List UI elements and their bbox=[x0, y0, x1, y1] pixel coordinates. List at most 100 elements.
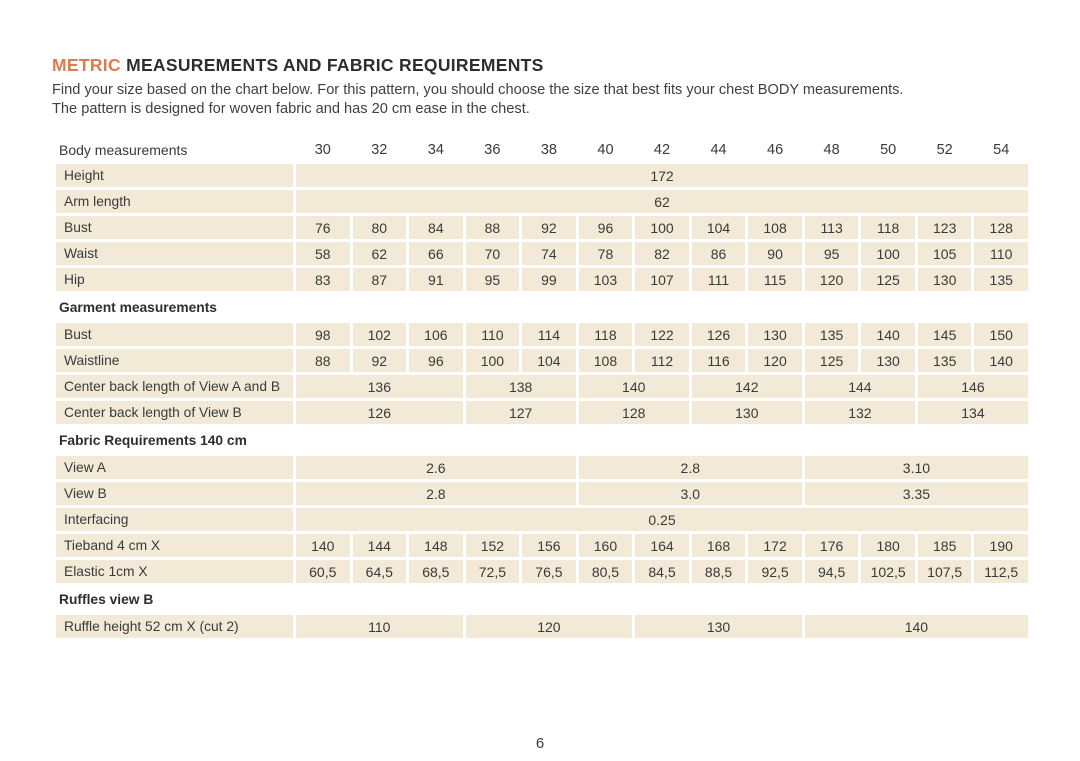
value-cell-ruffle-height-52-cm-x-cut-2: 130 bbox=[635, 615, 802, 638]
value-cell-waist: 95 bbox=[804, 242, 859, 265]
value-cell-bust: 102 bbox=[352, 323, 407, 346]
row-label-view-a: View A bbox=[56, 456, 293, 479]
value-cell-bust: 118 bbox=[861, 216, 915, 239]
value-cell-tieband-4-cm-x: 144 bbox=[352, 534, 407, 557]
intro-line-2: The pattern is designed for woven fabric… bbox=[52, 101, 530, 117]
value-cell-waistline: 130 bbox=[861, 349, 915, 372]
size-column-header-46: 46 bbox=[767, 142, 784, 158]
value-cell-bust: 106 bbox=[409, 323, 463, 346]
value-cell-bust: 88 bbox=[465, 216, 520, 239]
row-label-bust: Bust bbox=[56, 216, 293, 239]
size-column-header-36: 36 bbox=[484, 142, 501, 158]
column-header-body-measurements: Body measurements bbox=[59, 142, 188, 158]
value-cell-tieband-4-cm-x: 156 bbox=[522, 534, 576, 557]
value-cell-bust: 104 bbox=[691, 216, 746, 239]
row-label-waistline: Waistline bbox=[56, 349, 293, 372]
page-title: METRIC MEASUREMENTS AND FABRIC REQUIREME… bbox=[52, 55, 1028, 76]
value-cell-waist: 86 bbox=[691, 242, 746, 265]
value-cell-elastic-1cm-x: 92,5 bbox=[748, 560, 802, 583]
value-cell-waist: 105 bbox=[917, 242, 972, 265]
value-cell-waist: 62 bbox=[352, 242, 407, 265]
intro-line-1: Find your size based on the chart below.… bbox=[52, 82, 904, 98]
value-cell-waistline: 125 bbox=[804, 349, 859, 372]
row-label-elastic-1cm-x: Elastic 1cm X bbox=[56, 560, 293, 583]
title-rest: MEASUREMENTS AND FABRIC REQUIREMENTS bbox=[126, 55, 544, 75]
row-label-height: Height bbox=[56, 164, 293, 187]
value-cell-ruffle-height-52-cm-x-cut-2: 140 bbox=[804, 615, 1028, 638]
size-column-header-52: 52 bbox=[936, 142, 953, 158]
value-cell-bust: 76 bbox=[296, 216, 350, 239]
value-cell-elastic-1cm-x: 88,5 bbox=[691, 560, 746, 583]
value-cell-waistline: 135 bbox=[917, 349, 972, 372]
size-column-header-50: 50 bbox=[880, 142, 897, 158]
value-cell-elastic-1cm-x: 80,5 bbox=[578, 560, 633, 583]
value-cell-bust: 84 bbox=[409, 216, 463, 239]
value-cell-center-back-length-of-view-b: 130 bbox=[691, 401, 802, 424]
value-cell-bust: 100 bbox=[635, 216, 689, 239]
value-cell-hip: 125 bbox=[861, 268, 915, 291]
value-cell-waist: 78 bbox=[578, 242, 633, 265]
value-cell-elastic-1cm-x: 76,5 bbox=[522, 560, 576, 583]
value-cell-ruffle-height-52-cm-x-cut-2: 110 bbox=[296, 615, 463, 638]
value-cell-hip: 115 bbox=[748, 268, 802, 291]
value-cell-waistline: 88 bbox=[296, 349, 350, 372]
section-header-garment-measurements: Garment measurements bbox=[59, 299, 217, 315]
value-cell-waist: 70 bbox=[465, 242, 520, 265]
size-column-header-32: 32 bbox=[371, 142, 388, 158]
value-cell-tieband-4-cm-x: 152 bbox=[465, 534, 520, 557]
value-cell-waist: 58 bbox=[296, 242, 350, 265]
value-cell-tieband-4-cm-x: 180 bbox=[861, 534, 915, 557]
title-highlight: METRIC bbox=[52, 55, 121, 75]
value-cell-tieband-4-cm-x: 185 bbox=[917, 534, 972, 557]
value-cell-view-b: 2.8 bbox=[296, 482, 576, 505]
value-cell-bust: 92 bbox=[522, 216, 576, 239]
value-cell-center-back-length-of-view-a-and-b: 136 bbox=[296, 375, 463, 398]
row-label-arm-length: Arm length bbox=[56, 190, 293, 213]
value-cell-center-back-length-of-view-a-and-b: 146 bbox=[917, 375, 1028, 398]
value-cell-view-a: 2.8 bbox=[578, 456, 802, 479]
value-cell-hip: 135 bbox=[974, 268, 1028, 291]
value-cell-bust: 150 bbox=[974, 323, 1028, 346]
value-cell-bust: 122 bbox=[635, 323, 689, 346]
value-cell-waist: 82 bbox=[635, 242, 689, 265]
value-cell-waistline: 96 bbox=[409, 349, 463, 372]
value-cell-tieband-4-cm-x: 160 bbox=[578, 534, 633, 557]
size-column-header-42: 42 bbox=[653, 142, 671, 158]
value-cell-center-back-length-of-view-a-and-b: 142 bbox=[691, 375, 802, 398]
value-cell-elastic-1cm-x: 84,5 bbox=[635, 560, 689, 583]
value-cell-waistline: 120 bbox=[748, 349, 802, 372]
value-cell-center-back-length-of-view-a-and-b: 144 bbox=[804, 375, 915, 398]
value-cell-elastic-1cm-x: 102,5 bbox=[861, 560, 915, 583]
value-cell-height: 172 bbox=[296, 164, 1028, 187]
value-cell-waistline: 112 bbox=[635, 349, 689, 372]
row-label-center-back-length-of-view-b: Center back length of View B bbox=[56, 401, 293, 424]
value-cell-center-back-length-of-view-b: 132 bbox=[804, 401, 915, 424]
value-cell-center-back-length-of-view-b: 134 bbox=[917, 401, 1028, 424]
value-cell-center-back-length-of-view-b: 128 bbox=[578, 401, 689, 424]
value-cell-hip: 83 bbox=[296, 268, 350, 291]
value-cell-waist: 110 bbox=[974, 242, 1028, 265]
value-cell-waist: 90 bbox=[748, 242, 802, 265]
row-label-view-b: View B bbox=[56, 482, 293, 505]
value-cell-bust: 98 bbox=[296, 323, 350, 346]
value-cell-elastic-1cm-x: 72,5 bbox=[465, 560, 520, 583]
value-cell-hip: 91 bbox=[409, 268, 463, 291]
value-cell-bust: 145 bbox=[917, 323, 972, 346]
value-cell-bust: 126 bbox=[691, 323, 746, 346]
row-label-ruffle-height-52-cm-x-cut-2: Ruffle height 52 cm X (cut 2) bbox=[56, 615, 293, 638]
value-cell-arm-length: 62 bbox=[296, 190, 1028, 213]
value-cell-waist: 66 bbox=[409, 242, 463, 265]
value-cell-waistline: 104 bbox=[522, 349, 576, 372]
value-cell-hip: 103 bbox=[578, 268, 633, 291]
row-label-interfacing: Interfacing bbox=[56, 508, 293, 531]
value-cell-hip: 107 bbox=[635, 268, 689, 291]
value-cell-tieband-4-cm-x: 140 bbox=[296, 534, 350, 557]
value-cell-tieband-4-cm-x: 168 bbox=[691, 534, 746, 557]
value-cell-bust: 140 bbox=[861, 323, 915, 346]
value-cell-view-a: 2.6 bbox=[296, 456, 576, 479]
value-cell-bust: 118 bbox=[578, 323, 633, 346]
row-label-waist: Waist bbox=[56, 242, 293, 265]
value-cell-waistline: 92 bbox=[352, 349, 407, 372]
value-cell-elastic-1cm-x: 68,5 bbox=[409, 560, 463, 583]
